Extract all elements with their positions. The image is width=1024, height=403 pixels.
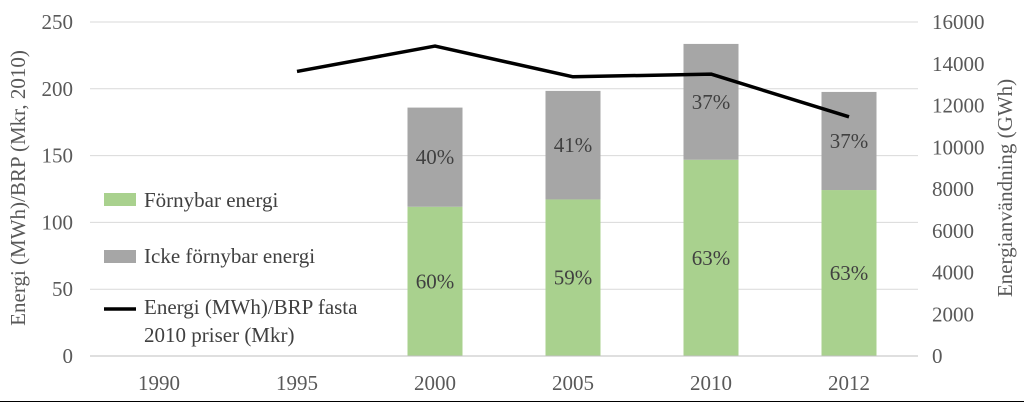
data-label-fornybar: 59% <box>554 266 593 290</box>
data-label-fornybar: 63% <box>692 246 731 270</box>
y2-tick-label: 0 <box>932 344 943 368</box>
y2-axis-title: Energianvändning (GWh) <box>993 79 1017 297</box>
y2-tick-label: 6000 <box>932 219 974 243</box>
data-label-icke-fornybar: 37% <box>830 129 869 153</box>
y-axis-ticks: 0 50 100 150 200 250 <box>42 10 74 368</box>
legend-swatch-icke-fornybar <box>104 250 136 263</box>
x-tick-label: 2005 <box>552 371 594 395</box>
bar-icke-fornybar <box>683 43 739 160</box>
bar-fornybar <box>683 159 739 356</box>
y2-tick-label: 10000 <box>932 135 985 159</box>
data-label-fornybar: 60% <box>416 269 455 293</box>
y2-axis-ticks: 0 2000 4000 6000 8000 10000 12000 14000 16000 <box>932 10 985 368</box>
bars <box>407 43 877 356</box>
y-tick-label: 200 <box>42 77 74 101</box>
legend: Förnybar energi Icke förnybar energi Energ… <box>104 188 358 347</box>
y2-tick-label: 2000 <box>932 302 974 326</box>
bar-fornybar <box>407 206 463 356</box>
y-tick-label: 100 <box>42 210 74 234</box>
x-tick-label: 2012 <box>828 371 870 395</box>
x-tick-label: 1995 <box>276 371 318 395</box>
x-axis-ticks: 1990 1995 2000 2005 2010 2012 <box>138 371 870 395</box>
legend-label-icke-fornybar: Icke förnybar energi <box>144 244 315 268</box>
data-label-icke-fornybar: 37% <box>692 90 731 114</box>
y-tick-label: 50 <box>52 277 73 301</box>
y-tick-label: 0 <box>63 344 74 368</box>
bar-icke-fornybar <box>407 107 463 207</box>
y-tick-label: 250 <box>42 10 74 34</box>
legend-label-fornybar: Förnybar energi <box>144 188 278 212</box>
legend-label-line-1: Energi (MWh)/BRP fasta <box>144 295 358 319</box>
data-label-fornybar: 63% <box>830 261 869 285</box>
x-tick-label: 2000 <box>414 371 456 395</box>
gridlines <box>90 21 918 290</box>
legend-swatch-fornybar <box>104 193 136 206</box>
bar-icke-fornybar <box>821 91 877 191</box>
bar-icke-fornybar <box>545 90 601 200</box>
segment-labels: 60% 40% 59% 41% 63% 37% 63% 37% <box>416 90 869 294</box>
x-tick-label: 2010 <box>690 371 732 395</box>
y2-tick-label: 14000 <box>932 52 985 76</box>
data-label-icke-fornybar: 41% <box>554 133 593 157</box>
y2-tick-label: 4000 <box>932 261 974 285</box>
ratio-line-path <box>296 44 850 119</box>
bar-fornybar <box>545 199 601 356</box>
x-tick-label: 1990 <box>138 371 180 395</box>
y2-tick-label: 12000 <box>932 94 985 118</box>
y2-tick-label: 8000 <box>932 177 974 201</box>
y-axis-title: Energi (MWh)/BRP (Mkr, 2010) <box>6 50 30 326</box>
legend-label-line-2: 2010 priser (Mkr) <box>144 323 294 347</box>
y-tick-label: 150 <box>42 144 74 168</box>
ratio-line <box>296 44 850 119</box>
bar-fornybar <box>821 190 877 356</box>
y2-tick-label: 16000 <box>932 10 985 34</box>
data-label-icke-fornybar: 40% <box>416 145 455 169</box>
